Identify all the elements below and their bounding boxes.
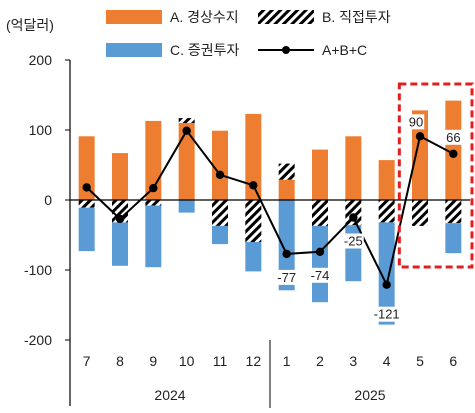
bar-series-2 — [145, 205, 162, 268]
bars — [78, 100, 462, 325]
legend-swatch — [258, 10, 314, 24]
legend-label: B. 직접투자 — [322, 9, 391, 25]
x-tick-label: 3 — [349, 353, 357, 369]
bar-series-1 — [378, 200, 395, 223]
bar-series-0 — [78, 136, 95, 200]
bar-series-0 — [112, 153, 128, 200]
x-tick-label: 6 — [449, 353, 457, 369]
x-tick-label: 7 — [83, 353, 91, 369]
total-line-path — [85, 128, 454, 288]
total-line — [82, 126, 458, 289]
total-marker — [115, 214, 125, 224]
unit-label: (억달러) — [6, 17, 54, 33]
legend: A. 경상수지 B. 직접투자 C. 증권투자 A+B+C — [106, 9, 391, 58]
bar-series-2 — [178, 200, 195, 213]
x-tick-label: 1 — [283, 353, 291, 369]
total-marker — [382, 280, 391, 289]
data-label-bg — [309, 267, 331, 283]
bar-series-2 — [445, 223, 462, 254]
bar-series-2 — [112, 222, 128, 266]
bar-series-1 — [145, 200, 162, 206]
bar-series-1 — [112, 200, 128, 223]
y-axis: (억달러) 200 100 0 -100 -200 — [6, 17, 54, 348]
bar-series-0 — [178, 123, 195, 200]
bar-series-0 — [378, 160, 395, 200]
data-label-bg — [372, 306, 401, 322]
legend-swatch-marker — [282, 46, 290, 54]
y-tick-label: -100 — [24, 262, 52, 278]
y-tick-label: -200 — [24, 332, 52, 348]
data-labels: -77 -74 -25 -121 90 66 — [276, 114, 462, 322]
y-tick-label: 200 — [29, 52, 53, 68]
bar-series-2 — [312, 225, 328, 303]
data-label: -121 — [374, 307, 400, 322]
bar-series-2 — [245, 242, 262, 272]
highlight — [397, 82, 474, 269]
x-tick-label: 12 — [246, 353, 262, 369]
data-label-bg — [445, 129, 462, 145]
total-marker — [182, 126, 191, 135]
data-label-bg — [276, 269, 298, 285]
total-marker — [149, 183, 158, 193]
data-label: -74 — [311, 268, 330, 283]
bar-series-2 — [378, 222, 395, 325]
bar-series-0 — [212, 130, 228, 200]
data-label: -77 — [277, 270, 296, 285]
x-tick-label: 4 — [383, 353, 391, 369]
bar-series-1 — [412, 200, 428, 226]
total-marker — [315, 247, 325, 256]
data-label: 66 — [446, 130, 460, 145]
bar-series-1 — [445, 200, 462, 224]
bar-series-2 — [212, 225, 228, 245]
year-label: 2024 — [154, 387, 185, 403]
bar-series-1 — [212, 200, 228, 226]
legend-label: A+B+C — [322, 42, 367, 58]
bar-series-1 — [312, 200, 328, 226]
y-tick-label: 0 — [44, 192, 52, 208]
bar-series-0 — [345, 136, 362, 200]
data-label-bg — [407, 114, 425, 130]
data-label: 90 — [409, 114, 423, 129]
total-marker — [415, 132, 425, 141]
bar-series-2 — [278, 200, 295, 291]
axes — [65, 59, 470, 406]
x-tick-label: 8 — [116, 353, 124, 369]
x-tick-label: 9 — [149, 353, 157, 369]
total-marker — [249, 181, 258, 190]
bar-series-1 — [178, 118, 195, 123]
data-label: -25 — [344, 234, 363, 249]
total-marker — [282, 249, 291, 259]
total-marker — [349, 213, 358, 222]
bar-series-1 — [278, 163, 295, 180]
bar-series-0 — [412, 110, 428, 200]
bar-series-1 — [345, 200, 362, 226]
legend-label: C. 증권투자 — [170, 42, 240, 58]
data-label-bg — [342, 233, 364, 249]
bar-series-2 — [78, 207, 95, 252]
highlight-box — [397, 82, 474, 269]
bar-series-1 — [245, 200, 262, 242]
bar-series-0 — [278, 179, 295, 200]
x-tick-label: 11 — [213, 353, 228, 369]
y-tick-label: 100 — [29, 122, 53, 138]
total-marker — [449, 149, 458, 158]
bar-series-0 — [245, 113, 262, 200]
x-tick-label: 5 — [416, 353, 424, 369]
bar-series-0 — [312, 149, 328, 200]
year-label: 2025 — [354, 387, 385, 403]
x-tick-label: 2 — [316, 353, 324, 369]
x-tick-label: 10 — [179, 353, 195, 369]
legend-swatch — [106, 10, 162, 24]
legend-swatch — [106, 43, 162, 57]
legend-label: A. 경상수지 — [170, 9, 239, 25]
total-marker — [215, 170, 225, 179]
total-marker — [82, 183, 91, 192]
bar-series-1 — [78, 200, 95, 208]
